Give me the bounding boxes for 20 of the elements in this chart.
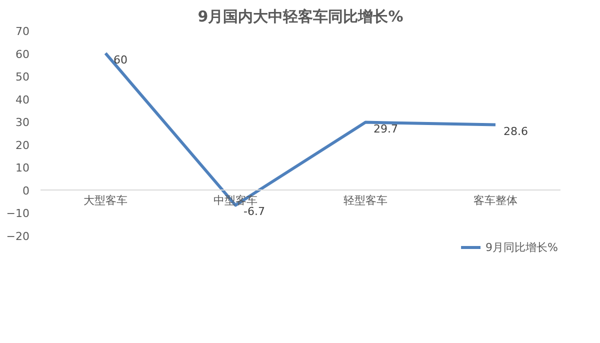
y-tick-label: 0 [22,184,30,198]
chart-title: 9月国内大中轻客车同比增长% [198,8,404,26]
x-tick-label: 轻型客车 [344,194,388,207]
line-series [104,52,497,207]
legend-label: 9月同比增长% [486,240,558,254]
data-label: 29.7 [374,122,398,136]
data-label: -6.7 [244,205,265,218]
y-tick-label: −10 [6,207,30,220]
data-label: 60 [114,53,128,66]
x-tick-label: 大型客车 [84,194,128,207]
y-tick-label: 30 [16,116,30,130]
y-tick-label: 60 [16,48,30,61]
y-tick-label: 40 [16,93,30,106]
data-label: 28.6 [504,124,528,138]
y-tick-label: 10 [16,162,30,175]
y-tick-label: −20 [6,230,30,243]
x-tick-label: 客车整体 [474,194,518,207]
y-tick-label: 50 [16,70,30,84]
y-tick-label: 20 [16,138,30,152]
y-tick-label: 70 [16,25,30,38]
